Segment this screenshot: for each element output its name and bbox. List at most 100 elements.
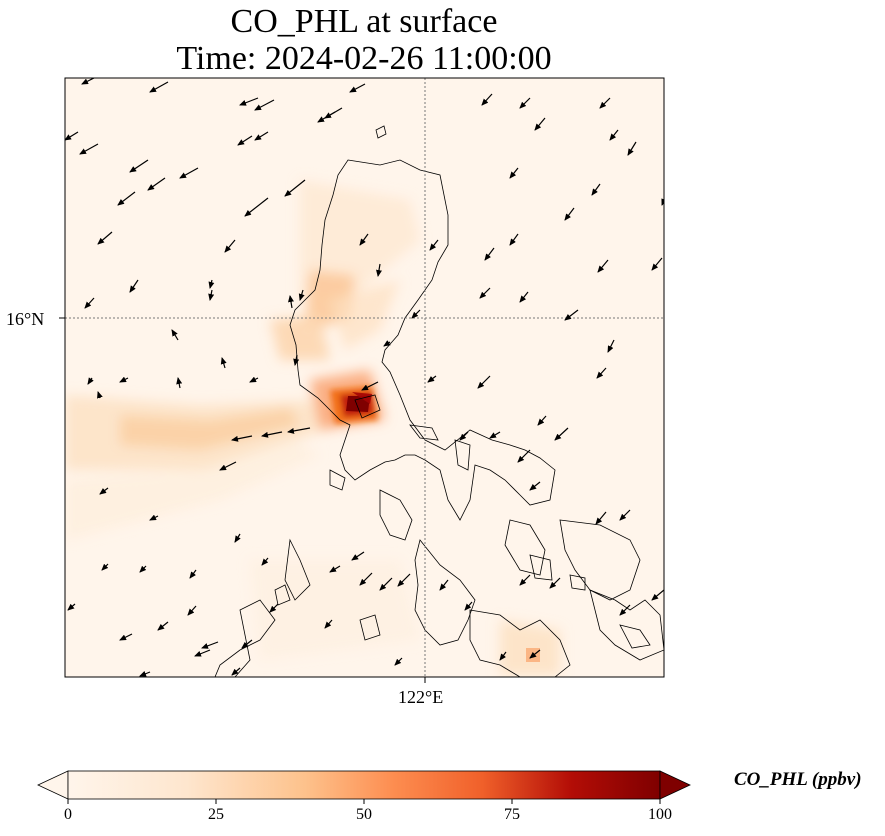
wind-arrow	[359, 572, 373, 586]
wind-arrow	[244, 197, 269, 217]
wind-arrow	[329, 565, 341, 573]
map-plot-area	[59, 77, 665, 683]
colorbar-label: CO_PHL (ppbv)	[734, 769, 862, 790]
wind-arrow	[519, 291, 529, 303]
wind-arrow	[119, 633, 133, 641]
wind-arrow	[324, 619, 333, 629]
wind-arrow	[549, 577, 561, 589]
colorbar-tick-label: 75	[504, 806, 520, 823]
lat-tick-label: 16°N	[6, 309, 45, 329]
wind-arrow	[261, 431, 283, 438]
wind-arrow	[117, 191, 136, 206]
wind-arrow	[597, 259, 609, 273]
wind-arrow	[481, 93, 493, 106]
wind-arrow	[459, 431, 469, 441]
wind-arrow	[224, 239, 236, 253]
wind-arrow	[119, 376, 129, 383]
wind-arrow	[379, 577, 393, 591]
wind-arrow	[554, 427, 569, 441]
wind-arrow	[220, 357, 227, 369]
wind-arrow	[361, 381, 379, 391]
wind-arrow	[517, 449, 531, 463]
map-frame	[64, 77, 665, 678]
wind-arrow	[509, 233, 519, 246]
wind-arrow	[261, 557, 269, 566]
wind-arrow	[231, 435, 253, 442]
wind-arrow	[87, 377, 94, 385]
wind-arrow	[287, 427, 311, 434]
wind-arrow	[97, 231, 113, 245]
wind-arrow	[489, 431, 501, 439]
wind-arrow	[129, 279, 139, 293]
wind-arrow	[529, 649, 541, 659]
wind-arrow	[591, 183, 601, 196]
wind-arrow	[293, 354, 300, 366]
wind-arrow	[139, 670, 151, 677]
wind-arrow	[564, 309, 579, 321]
wind-arrow	[149, 514, 159, 521]
wind-arrow	[179, 167, 199, 179]
wind-arrow	[147, 177, 166, 191]
wind-arrow	[429, 239, 439, 251]
wind-arrow	[254, 131, 269, 141]
wind-arrow	[99, 487, 109, 495]
wind-arrow	[519, 574, 531, 586]
wind-arrow	[427, 375, 437, 383]
colorbar-body	[67, 770, 661, 800]
wind-arrow	[241, 639, 253, 649]
wind-arrow	[97, 391, 103, 399]
wind-arrow	[129, 159, 149, 173]
wind-arrow	[269, 603, 279, 613]
wind-arrow	[201, 641, 219, 649]
wind-arrow	[599, 97, 611, 109]
wind-arrow	[609, 129, 619, 141]
wind-arrow	[189, 569, 197, 579]
wind-arrow	[537, 415, 547, 426]
wind-arrow	[651, 589, 664, 601]
colorbar-tick-label: 100	[648, 806, 672, 823]
wind-arrow	[619, 509, 631, 521]
wind-arrow	[101, 563, 109, 571]
wind-arrow	[176, 377, 183, 389]
wind-arrow	[464, 601, 473, 611]
wind-arrow	[187, 605, 197, 616]
wind-arrow	[627, 141, 637, 156]
wind-arrow	[324, 107, 343, 119]
wind-arrow	[499, 651, 507, 661]
wind-arrow	[65, 131, 79, 141]
wind-arrow	[239, 97, 259, 106]
wind-arrow	[595, 511, 607, 525]
wind-arrow	[208, 279, 215, 289]
wind-arrow	[254, 99, 275, 111]
colorbar-extend-max	[659, 770, 691, 800]
wind-arrow	[651, 257, 663, 271]
wind-arrow	[359, 233, 369, 246]
wind-arrow	[79, 143, 99, 155]
wind-arrow	[534, 117, 546, 131]
wind-arrow	[529, 481, 541, 491]
wind-arrow	[484, 247, 495, 261]
wind-arrow	[607, 339, 615, 353]
wind-arrow	[596, 367, 607, 379]
wind-arrow	[519, 97, 531, 109]
wind-arrow	[157, 621, 169, 631]
wind-arrow	[509, 167, 519, 179]
colorbar	[37, 770, 691, 804]
wind-arrow	[477, 375, 491, 389]
colorbar-tick-label: 50	[356, 806, 372, 823]
wind-arrow	[149, 81, 169, 93]
wind-arrow	[288, 295, 294, 309]
wind-arrows	[65, 78, 664, 677]
wind-arrow	[619, 604, 631, 616]
wind-arrow	[351, 551, 365, 561]
colorbar-extend-min	[37, 770, 69, 800]
wind-arrow	[383, 340, 391, 347]
lon-tick-label: 122°E	[398, 687, 444, 707]
wind-arrow	[67, 603, 76, 611]
wind-arrow	[349, 83, 366, 93]
wind-arrow	[298, 289, 305, 301]
colorbar-tick-label: 0	[64, 806, 72, 823]
chart-title: CO_PHL at surface	[230, 3, 498, 40]
wind-arrow	[249, 376, 259, 383]
chart-subtitle: Time: 2024-02-26 11:00:00	[176, 40, 552, 77]
